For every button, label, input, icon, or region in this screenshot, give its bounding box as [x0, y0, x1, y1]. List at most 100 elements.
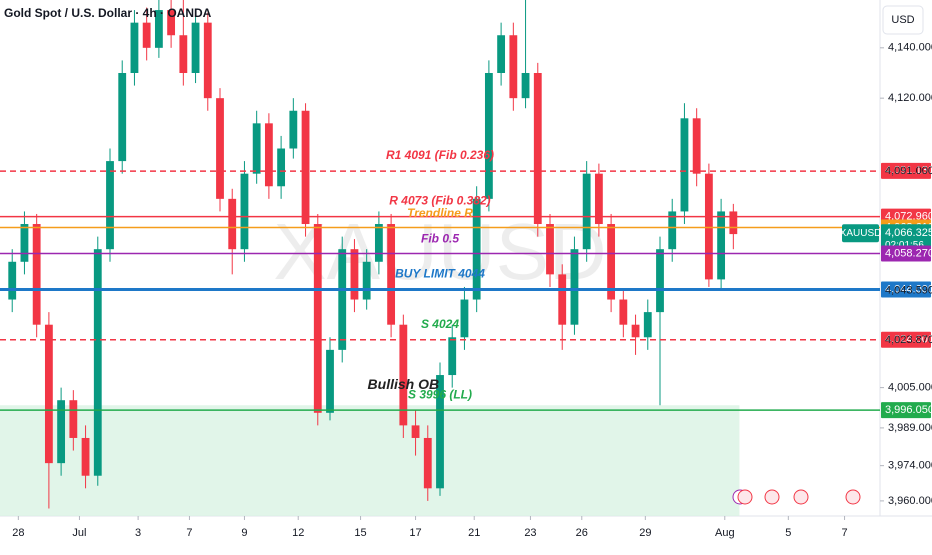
candle-body — [521, 72, 530, 99]
candle-body — [130, 22, 139, 73]
candle-body — [729, 211, 738, 235]
x-tick-label: 29 — [639, 527, 651, 539]
candle-body — [656, 249, 664, 313]
x-tick-label: 5 — [785, 527, 791, 539]
price-label: 4,058.270 — [885, 247, 932, 259]
levels-layer — [0, 170, 880, 411]
candle-body — [423, 437, 432, 489]
candle-body — [717, 211, 726, 280]
currency-label[interactable]: USD — [891, 14, 914, 26]
x-tick-label: 21 — [468, 527, 480, 539]
price-label: 4,024.000 — [885, 334, 932, 346]
candle-body — [326, 349, 334, 413]
candle-body — [179, 35, 188, 73]
x-tick-label: Aug — [715, 527, 735, 539]
candle-body — [680, 118, 689, 212]
x-tick-label: 15 — [354, 527, 366, 539]
candle-body — [240, 173, 249, 250]
x-tick-label: 26 — [576, 527, 588, 539]
axis-layer: 28 Jul 3 7 9 12 15 17 21 23 26 29 Aug 5 7 4,140.000 4,12… — [12, 42, 932, 539]
currency-button[interactable] — [882, 5, 924, 35]
candle-body — [619, 299, 628, 325]
symbol-tag — [842, 224, 879, 243]
candle-body — [570, 249, 579, 325]
price-label-box — [881, 402, 931, 419]
candle-body — [411, 425, 420, 438]
annotation: BUY LIMIT 4044 — [395, 267, 485, 281]
x-tick-label: Jul — [72, 527, 86, 539]
candle-body — [264, 123, 273, 187]
y-tick-label: 4,140.000 — [888, 42, 932, 54]
candle-body — [44, 324, 53, 464]
chart-title: Gold Spot / U.S. Dollar · 4h · OANDA — [4, 6, 212, 20]
zone-layer — [0, 405, 740, 516]
symbol-tag-label: XAUUSD — [840, 228, 882, 239]
y-tick-label: 3,960.000 — [888, 495, 932, 507]
x-tick-label: 9 — [241, 527, 247, 539]
event-icon[interactable] — [845, 489, 861, 505]
candle-body — [289, 110, 298, 149]
annotation: R 4073 (Fib 0.382) — [389, 194, 490, 208]
candle-body — [118, 72, 127, 162]
candle-body — [399, 324, 408, 426]
candle-body — [216, 98, 224, 199]
price-label: 4,043.590 — [885, 284, 932, 296]
candle-body — [607, 224, 616, 300]
x-tick-label: 7 — [841, 527, 847, 539]
candle-body — [362, 261, 371, 300]
y-tick-label: 4,005.000 — [888, 382, 932, 394]
candle-body — [191, 22, 200, 73]
price-label-box — [881, 245, 931, 262]
candle-body — [582, 173, 591, 250]
candle-body — [484, 72, 493, 199]
event-icon[interactable] — [737, 489, 753, 505]
price-label-box — [881, 281, 931, 298]
x-tick-label: 7 — [186, 527, 192, 539]
candle-body — [668, 211, 677, 250]
candle-body — [338, 249, 347, 350]
candles-layer — [8, 0, 738, 509]
candle-body — [692, 118, 701, 174]
annotation: Fib 0.5 — [421, 231, 459, 245]
candle-body — [594, 173, 603, 225]
x-tick-label: 12 — [292, 527, 304, 539]
candle-body — [203, 22, 212, 99]
candle-body — [497, 35, 506, 73]
annotation: Bullish OB — [368, 376, 440, 392]
event-icons — [732, 489, 861, 505]
x-tick-label: 17 — [409, 527, 421, 539]
price-label: 4,023.870 — [885, 334, 932, 346]
candle-body — [106, 161, 114, 250]
candle-body — [69, 400, 78, 438]
candle-body — [93, 249, 102, 476]
price-label-box — [881, 162, 931, 179]
x-tick-label: 28 — [12, 527, 24, 539]
candle-body — [509, 35, 518, 99]
watermark: XAUUSD — [273, 207, 606, 296]
candle-body — [167, 10, 176, 36]
candle-body — [533, 72, 542, 225]
annotation: Trendline R — [407, 206, 473, 220]
candle-body — [81, 437, 90, 476]
annotation: S 4024 — [421, 317, 459, 331]
candle-body — [350, 249, 359, 300]
candle-body — [448, 337, 457, 376]
annotation: R1 4091 (Fib 0.236) — [386, 148, 494, 162]
event-icon[interactable] — [793, 489, 809, 505]
price-label: 4,091.130 — [885, 165, 932, 177]
event-icon[interactable] — [764, 489, 780, 505]
candle-body — [374, 224, 383, 262]
price-label-box — [881, 331, 931, 348]
candle-body — [546, 224, 554, 275]
candle-body — [301, 110, 310, 225]
candle-body — [631, 324, 640, 338]
y-tick-label: 4,120.000 — [888, 92, 932, 104]
price-countdown: 02:01:56 — [885, 240, 924, 251]
price-label: 4,066.325 — [885, 227, 932, 239]
candle-body — [558, 274, 567, 325]
candle-body — [228, 198, 237, 250]
candle-body — [142, 22, 151, 48]
candle-body — [8, 261, 17, 300]
candle-body — [20, 224, 29, 262]
candle-body — [704, 173, 713, 280]
